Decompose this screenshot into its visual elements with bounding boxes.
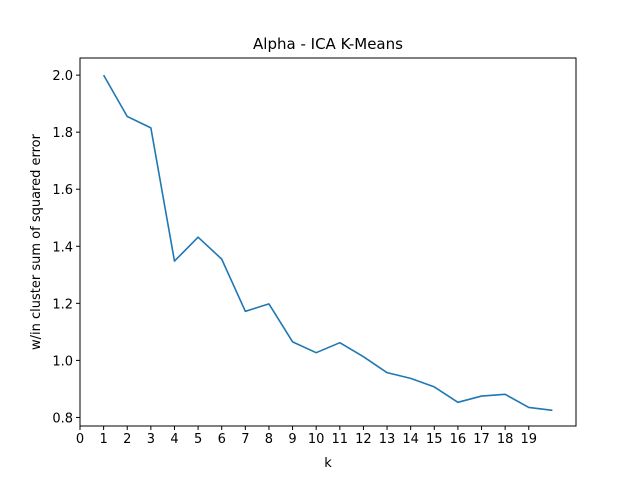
plot-frame [79, 57, 577, 427]
x-tick-label: 0 [76, 432, 84, 447]
y-tick-label: 2.0 [52, 69, 73, 84]
x-tick-label: 19 [520, 432, 537, 447]
y-axis-label: w/in cluster sum of squared error [29, 133, 44, 350]
x-tick-label: 3 [147, 432, 155, 447]
x-tick-label: 18 [497, 432, 514, 447]
x-tick-label: 5 [194, 432, 202, 447]
y-tick-label: 1.8 [52, 126, 73, 141]
x-tick-label: 1 [99, 432, 107, 447]
x-tick-label: 9 [288, 432, 296, 447]
x-tick-label: 8 [265, 432, 273, 447]
x-tick-label: 7 [241, 432, 249, 447]
x-tick-label: 11 [332, 432, 349, 447]
plot-area: 0 1 2 3 4 5 6 7 8 9 10 11 12 13 14 15 16 17 18 190.81.01.21… [52, 57, 577, 447]
y-tick-label: 1.0 [52, 354, 73, 369]
x-tick-label: 14 [402, 432, 419, 447]
y-tick-label: 1.4 [52, 240, 73, 255]
x-tick-label: 2 [123, 432, 131, 447]
x-tick-label: 15 [426, 432, 443, 447]
x-tick-label: 10 [308, 432, 325, 447]
x-axis-label: k [324, 456, 332, 471]
y-tick-label: 0.8 [52, 411, 73, 426]
x-tick-label: 17 [473, 432, 490, 447]
x-tick-label: 16 [450, 432, 467, 447]
x-tick-label: 4 [170, 432, 178, 447]
x-tick-label: 6 [218, 432, 226, 447]
y-tick-label: 1.6 [52, 183, 73, 198]
x-tick-label: 12 [355, 432, 372, 447]
chart-title: Alpha - ICA K-Means [253, 35, 403, 53]
x-tick-label: 13 [379, 432, 396, 447]
y-tick-label: 1.2 [52, 297, 73, 312]
series-line [102, 74, 553, 412]
